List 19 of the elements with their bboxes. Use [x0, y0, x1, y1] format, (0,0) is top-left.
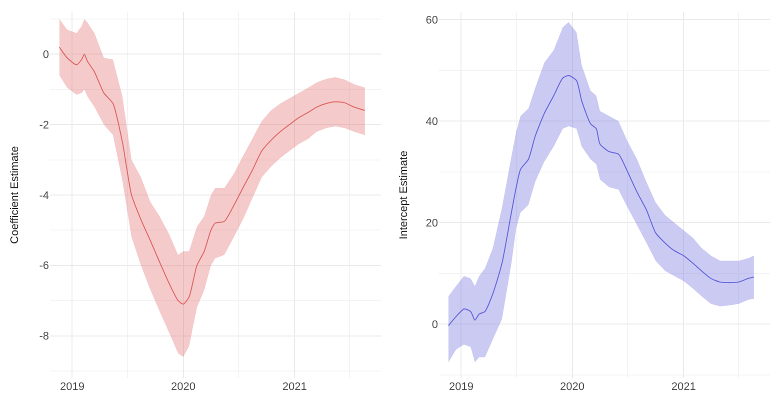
y-tick-label: 0 — [42, 49, 49, 62]
y-tick-label: -8 — [39, 330, 49, 343]
x-tick-label: 2020 — [171, 381, 196, 393]
y-tick-label: 60 — [426, 14, 438, 26]
x-tick-label: 2021 — [671, 381, 696, 393]
x-tick-label: 2021 — [282, 381, 307, 393]
x-tick-label: 2020 — [560, 381, 584, 393]
y-axis-title: Intercept Estimate — [398, 150, 410, 240]
y-tick-label: 20 — [426, 218, 438, 230]
y-tick-label: -4 — [39, 190, 49, 202]
line-series — [58, 46, 366, 305]
y-axis-title: Coefficient Estimate — [9, 146, 21, 244]
y-tick-label: 40 — [426, 116, 438, 128]
y-tick-label: -6 — [39, 260, 49, 272]
line-series — [448, 74, 754, 326]
y-tick-label: 0 — [432, 319, 438, 332]
x-tick-label: 2019 — [60, 381, 84, 393]
x-tick-label: 2019 — [448, 381, 474, 393]
y-tick-label: -2 — [39, 119, 49, 132]
